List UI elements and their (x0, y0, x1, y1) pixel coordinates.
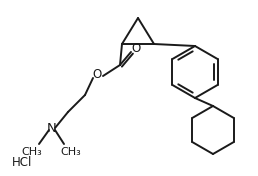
Text: O: O (131, 42, 141, 55)
Text: HCl: HCl (12, 156, 32, 168)
Text: O: O (92, 68, 102, 81)
Text: CH₃: CH₃ (61, 147, 81, 157)
Text: CH₃: CH₃ (22, 147, 42, 157)
Text: N: N (47, 121, 57, 134)
